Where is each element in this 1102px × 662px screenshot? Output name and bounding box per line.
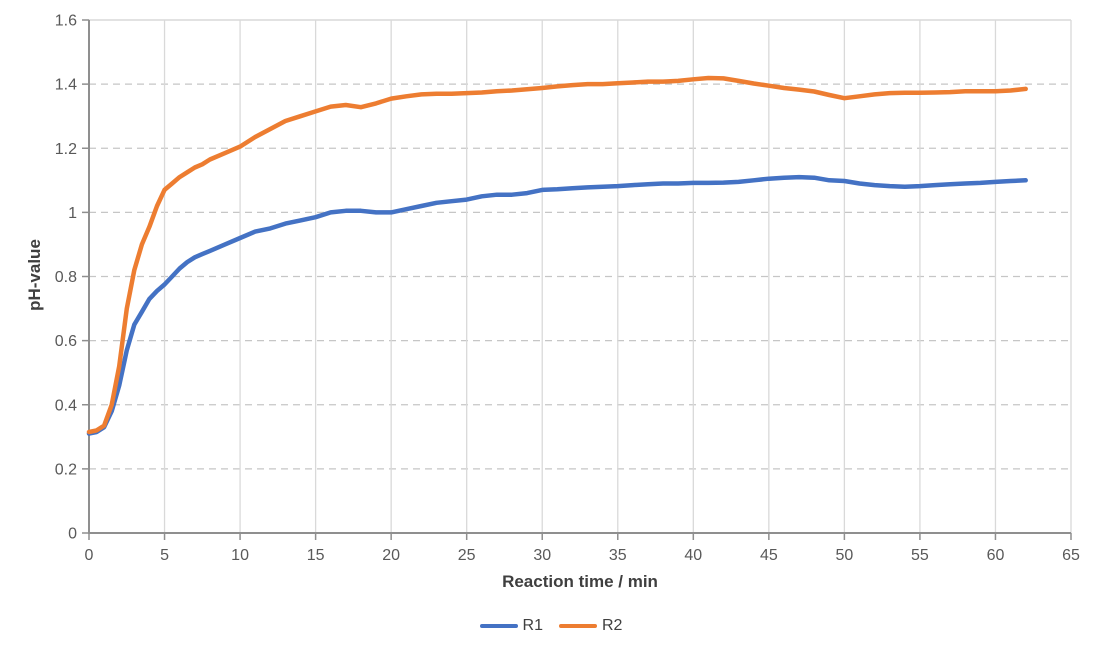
legend-label-r1: R1 [522,617,543,634]
r1-line-swatch-icon [479,623,518,629]
x-tick-label: 55 [911,547,929,564]
x-axis-title: Reaction time / min [502,572,658,591]
r2-line-swatch-icon [559,623,597,629]
x-tick-label: 65 [1062,547,1080,564]
y-tick-label: 1.4 [55,77,77,94]
y-tick-label: 0.6 [55,333,77,350]
y-tick-label: 1.6 [55,13,77,30]
x-tick-label: 60 [987,547,1005,564]
x-tick-label: 25 [458,547,476,564]
x-tick-label: 50 [835,547,853,564]
y-tick-label: 0.4 [55,397,77,414]
y-tick-label: 0.2 [55,461,77,478]
x-tick-label: 40 [684,547,702,564]
x-tick-label: 35 [609,547,627,564]
y-axis-title: pH-value [25,239,44,311]
x-tick-label: 5 [160,547,169,564]
y-tick-label: 1.2 [55,141,77,158]
x-tick-label: 45 [760,547,778,564]
series-line-r2 [86,75,1028,435]
legend-label-r2: R2 [602,617,623,634]
y-tick-label: 0.8 [55,269,77,286]
y-tick-label: 1 [68,205,77,222]
x-tick-label: 15 [307,547,325,564]
x-tick-label: 20 [382,547,400,564]
y-tick-label: 0 [68,526,77,543]
legend-item-r1[interactable]: R1 [479,617,543,635]
series-line-r1 [86,174,1028,436]
x-tick-label: 30 [533,547,551,564]
x-tick-label: 10 [231,547,249,564]
x-tick-label: 0 [85,547,94,564]
legend-item-r2[interactable]: R2 [559,617,622,635]
legend: R1 R2 [0,617,1102,635]
